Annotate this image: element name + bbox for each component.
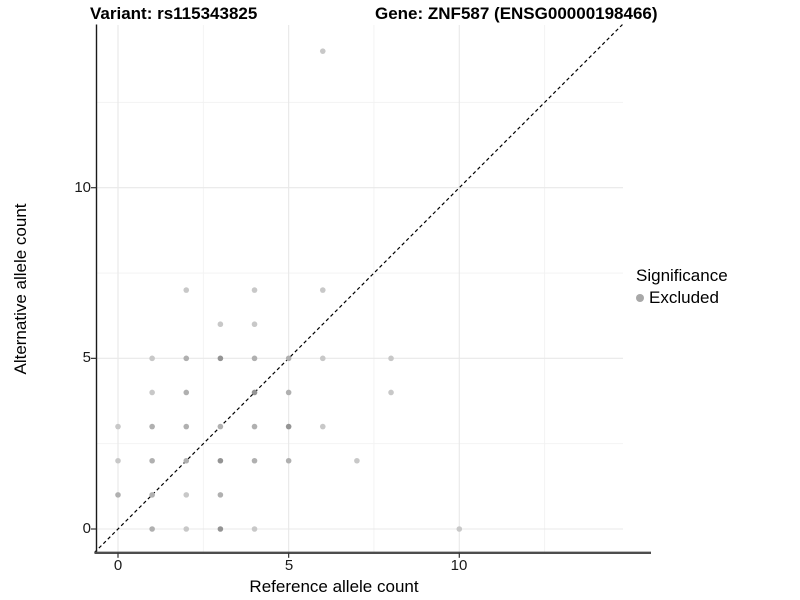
data-point <box>285 389 292 396</box>
data-point <box>149 492 155 498</box>
data-point <box>319 48 326 54</box>
data-point <box>217 492 224 498</box>
data-point <box>251 355 258 362</box>
data-point <box>183 389 190 396</box>
data-point <box>251 287 258 293</box>
data-point <box>149 389 155 396</box>
x-tick-label-5: 5 <box>284 557 294 574</box>
data-point <box>251 321 258 328</box>
data-point <box>115 457 121 464</box>
data-point <box>149 423 155 430</box>
data-point <box>251 423 258 430</box>
data-point <box>285 423 292 430</box>
y-tick-label-10: 10 <box>74 179 91 196</box>
y-axis-title: Alternative allele count <box>11 203 30 375</box>
variant-title: Variant: rs115343825 <box>90 4 258 23</box>
data-point <box>388 389 394 396</box>
data-point <box>183 287 190 293</box>
data-point <box>285 457 292 464</box>
x-tick-label-0: 0 <box>113 557 123 574</box>
data-point <box>217 457 224 464</box>
data-point <box>388 355 394 362</box>
data-point <box>183 457 190 464</box>
data-point <box>251 457 258 464</box>
data-point <box>183 526 190 532</box>
data-point <box>319 355 326 362</box>
data-point <box>217 355 224 362</box>
y-tick-label-0: 0 <box>82 520 91 537</box>
data-point <box>149 526 155 532</box>
data-point <box>115 492 121 498</box>
legend: Significance Excluded <box>636 266 728 308</box>
data-point <box>183 355 190 362</box>
legend-title: Significance <box>636 266 728 285</box>
x-axis-title: Reference allele count <box>249 577 419 596</box>
y-tick-label-5: 5 <box>82 349 91 366</box>
identity-line <box>94 24 623 553</box>
data-point <box>251 389 258 396</box>
data-point <box>115 423 121 430</box>
data-point <box>149 457 155 464</box>
legend-item-label: Excluded <box>649 288 719 307</box>
data-point <box>217 423 224 430</box>
data-point <box>183 423 190 430</box>
legend-item-excluded: Excluded <box>636 288 728 308</box>
data-point <box>319 287 326 293</box>
gene-title: Gene: ZNF587 (ENSG00000198466) <box>375 4 658 23</box>
data-point <box>354 457 360 464</box>
data-point <box>183 492 190 498</box>
data-point <box>251 526 258 532</box>
data-point <box>319 423 326 430</box>
data-point <box>456 526 463 532</box>
data-point <box>285 355 292 362</box>
x-tick-label-10: 10 <box>450 557 468 574</box>
data-point <box>217 526 224 532</box>
excluded-point-swatch <box>636 294 644 302</box>
data-point <box>217 321 224 328</box>
data-point <box>149 355 155 362</box>
